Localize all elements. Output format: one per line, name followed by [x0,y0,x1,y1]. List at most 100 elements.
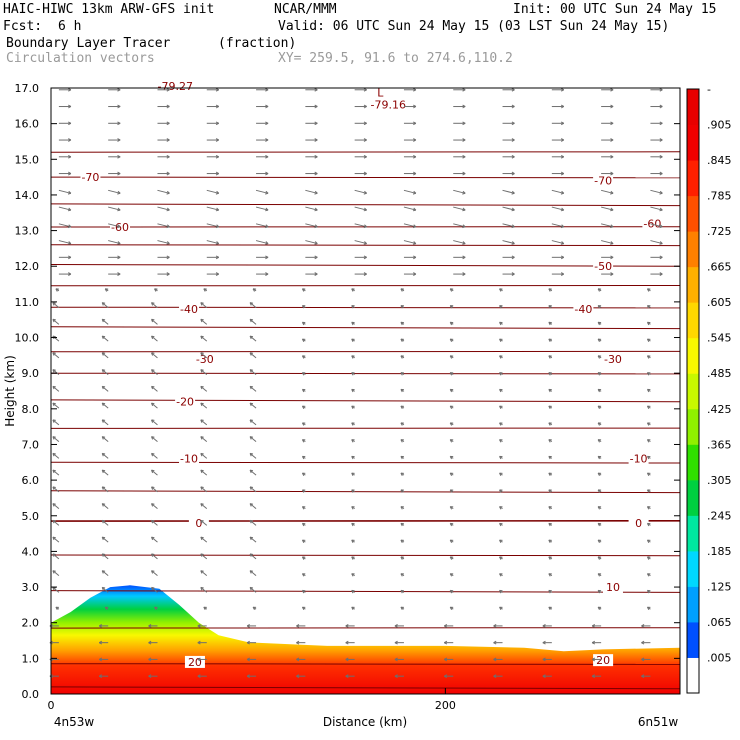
colorbar-swatch [687,621,699,658]
circulation-vector-head [52,385,56,390]
circulation-vector-head [499,422,503,426]
circulation-vector-head [351,589,355,594]
contour-label: -10 [180,453,198,466]
circulation-vector-head [265,104,269,109]
circulation-vector-head [249,519,254,524]
colorbar-label: .365 [707,438,732,451]
circulation-vector-head [363,171,367,176]
circulation-vector-head [215,121,220,126]
x-tick-label: 0 [48,699,55,712]
circulation-vector [551,206,564,211]
circulation-vector [200,419,208,426]
circulation-vector-head [265,138,269,142]
circulation-vector [249,419,257,426]
valid-time: Valid: 06 UTC Sun 24 May 15 (03 LST Sun … [278,19,670,34]
circulation-vector-head [659,272,663,276]
y-tick-label: 1.0 [22,652,40,665]
circulation-vector-head [314,190,318,195]
circulation-vector-head [542,674,546,679]
circulation-vector-head [301,539,306,544]
circulation-vector-head [314,171,318,176]
circulation-vector-head [151,402,155,407]
circulation-vector-head [548,472,552,477]
circulation-vector-head [548,439,552,443]
circulation-vector-head [249,553,254,557]
circulation-vector-head [52,570,56,574]
circulation-vector-head [413,138,417,142]
circulation-vector [255,223,269,228]
circulation-vector [305,240,318,245]
circulation-vector-head [101,302,106,306]
circulation-vector-head [646,606,651,611]
circulation-vector-head [301,321,306,326]
circulation-vector-head [499,606,503,611]
circulation-vector-head [246,640,250,645]
circulation-vector-head [597,372,602,376]
circulation-vector-head [449,589,454,594]
circulation-vector-head [215,104,220,109]
temperature-contour [50,372,681,375]
contour-label: 0 [635,517,642,530]
circulation-vector [403,240,417,245]
circulation-vector [101,570,109,577]
circulation-vector-head [646,321,651,326]
circulation-vector-head [560,241,565,245]
contour-label: -40 [574,303,592,316]
colorbar-label: .905 [707,119,732,132]
circulation-vector-head [200,486,204,490]
circulation-vector-head [462,87,466,92]
circulation-vector-head [249,486,254,490]
circulation-vector [200,486,208,493]
circulation-vector [52,436,60,443]
circulation-vector-head [151,486,155,490]
circulation-vector-head [511,138,515,142]
contour-label: -70 [81,171,99,184]
circulation-vector-head [166,138,170,142]
circulation-vector-head [101,318,106,323]
field-unit: (fraction) [218,36,297,51]
circulation-vector-head [67,224,72,229]
y-tick-label: 8.0 [22,403,40,416]
circulation-vector-head [394,640,398,645]
contour-label: 0 [195,517,202,530]
title-left: HAIC-HIWC 13km ARW-GFS init [3,2,215,17]
circulation-vector-head [646,288,651,292]
circulation-vector-head [166,255,170,260]
circulation-vector [200,520,208,526]
circulation-vector-head [400,338,404,343]
circulation-vector-head [413,104,417,109]
circulation-vector-head [249,335,254,340]
circulation-vector [453,223,466,228]
circulation-vector-head [52,469,56,474]
circulation-vector [453,206,466,211]
colorbar-label: .725 [707,225,732,238]
circulation-vector-head [117,171,121,176]
circulation-vector-head [246,674,250,679]
circulation-vector-head [104,288,109,292]
circulation-vector-head [443,674,448,679]
circulation-vector [200,452,208,459]
circulation-vector-head [351,338,355,343]
circulation-vector-head [151,369,155,373]
circulation-vector-head [394,657,398,662]
y-tick-label: 17.0 [15,82,40,95]
contour-label-bg [188,516,209,529]
circulation-vector-head [197,657,201,662]
circulation-vector [200,335,208,342]
circulation-vector-head [296,674,300,679]
colorbar-swatch [687,479,699,516]
contour-label-bg [179,452,200,465]
circulation-vector-head [98,674,103,679]
circulation-vector [101,352,109,359]
circulation-vector-head [412,207,417,212]
colorbar-label: .245 [707,509,732,522]
y-tick-label: 2.0 [22,617,40,630]
circulation-vector-head [345,624,349,628]
circulation-vector-head [301,305,306,309]
circulation-vector-head [511,190,515,195]
circulation-vector-head [249,452,254,457]
circulation-vector-head [560,154,565,159]
circulation-vector-head [117,255,121,260]
circulation-vector-head [351,573,355,577]
